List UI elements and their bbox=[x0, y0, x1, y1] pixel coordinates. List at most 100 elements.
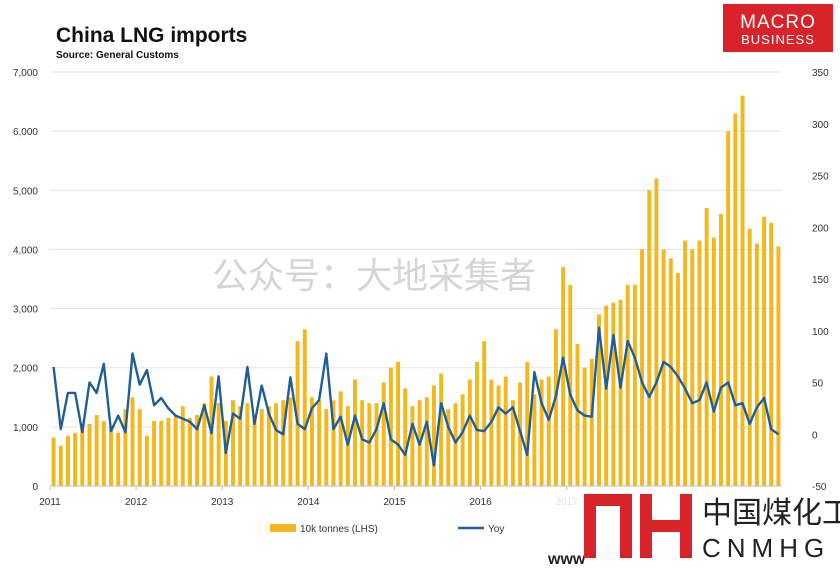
bar bbox=[360, 400, 365, 486]
x-tick-label: 2013 bbox=[211, 497, 234, 508]
logo-line2: BUSINESS bbox=[741, 32, 815, 47]
bar bbox=[187, 417, 192, 486]
bar bbox=[740, 95, 745, 487]
bar bbox=[109, 426, 113, 486]
bar bbox=[611, 302, 616, 486]
grid-lines bbox=[50, 71, 782, 428]
bar bbox=[475, 361, 479, 486]
bar bbox=[431, 385, 436, 486]
bar bbox=[561, 267, 566, 486]
yoy-line bbox=[52, 326, 780, 467]
bar bbox=[640, 249, 645, 486]
bar bbox=[510, 400, 515, 486]
bar bbox=[539, 379, 544, 486]
macro-business-logo: MACRO BUSINESS bbox=[723, 4, 833, 52]
bar bbox=[231, 400, 235, 486]
bar bbox=[123, 409, 128, 486]
y-right-tick-label: 300 bbox=[812, 120, 829, 131]
bar bbox=[719, 213, 723, 486]
y-left-tick-label: 0 bbox=[32, 482, 38, 493]
bar bbox=[195, 415, 200, 486]
y-right-tick-label: 50 bbox=[812, 379, 824, 390]
x-tick-label: 2016 bbox=[469, 497, 492, 508]
bar bbox=[317, 400, 322, 486]
x-axis: 2011201220132014201520162017 bbox=[39, 486, 578, 508]
y-left-tick-label: 1,000 bbox=[13, 423, 38, 434]
bar bbox=[604, 305, 609, 486]
y-right-tick-label: 200 bbox=[812, 223, 829, 234]
bar bbox=[94, 415, 99, 486]
bar bbox=[302, 329, 307, 486]
bar bbox=[309, 397, 314, 486]
legend-swatch-bars bbox=[270, 524, 296, 532]
bar bbox=[754, 243, 759, 486]
bar bbox=[58, 445, 63, 486]
bar bbox=[388, 367, 393, 486]
bar bbox=[216, 403, 221, 486]
bar bbox=[137, 409, 142, 486]
bar bbox=[130, 397, 135, 486]
bar bbox=[439, 373, 444, 486]
bar bbox=[159, 420, 164, 486]
bar bbox=[338, 391, 343, 486]
bar bbox=[245, 403, 250, 486]
bar bbox=[281, 400, 286, 486]
bar bbox=[87, 423, 92, 486]
bar bbox=[632, 284, 637, 486]
y-right-tick-label: 0 bbox=[812, 430, 818, 441]
bar bbox=[166, 417, 171, 486]
bar bbox=[353, 379, 357, 486]
y-right-tick-label: -50 bbox=[812, 482, 827, 493]
bar bbox=[647, 190, 652, 487]
y-axis-left: 0 1,000 2,000 3,000 4,000 5,000 6,000 7,000 bbox=[13, 68, 38, 493]
bar bbox=[295, 341, 300, 486]
bar-series bbox=[51, 95, 781, 487]
y-left-tick-label: 5,000 bbox=[13, 186, 38, 197]
bar bbox=[288, 397, 293, 486]
y-right-tick-label: 150 bbox=[812, 275, 829, 286]
y-left-tick-label: 4,000 bbox=[13, 245, 38, 256]
y-right-tick-label: 100 bbox=[812, 327, 829, 338]
bar bbox=[597, 314, 601, 486]
bar bbox=[65, 435, 70, 486]
bar bbox=[496, 385, 501, 486]
bar bbox=[668, 258, 673, 486]
logo-background bbox=[723, 4, 833, 52]
bar bbox=[711, 237, 716, 486]
bar bbox=[661, 249, 666, 486]
bar bbox=[575, 344, 580, 486]
bar bbox=[144, 435, 149, 486]
bar bbox=[747, 228, 752, 486]
cnmhg-logo-icon bbox=[584, 494, 692, 558]
bar bbox=[618, 299, 623, 486]
bar bbox=[482, 341, 487, 486]
legend-label-bars: 10k tonnes (LHS) bbox=[300, 524, 378, 535]
bar bbox=[367, 403, 372, 486]
bar bbox=[73, 432, 78, 486]
bar bbox=[690, 249, 695, 486]
brand-latin: CNMHG bbox=[702, 533, 830, 563]
bar bbox=[424, 397, 429, 486]
bar bbox=[180, 406, 185, 486]
bar bbox=[553, 329, 558, 486]
x-tick-label: 2012 bbox=[125, 497, 148, 508]
bar bbox=[80, 426, 85, 486]
bar bbox=[683, 240, 688, 486]
bar bbox=[625, 284, 630, 486]
bar bbox=[769, 222, 774, 487]
line-series bbox=[52, 326, 780, 467]
bar bbox=[503, 376, 508, 486]
bar bbox=[654, 178, 659, 486]
bar bbox=[546, 376, 551, 486]
bar bbox=[252, 415, 257, 486]
bar bbox=[467, 379, 472, 486]
bar bbox=[726, 131, 731, 486]
bar bbox=[202, 403, 207, 486]
brand-chinese: 中国煤化工 bbox=[702, 496, 840, 531]
bar bbox=[324, 409, 329, 486]
bar bbox=[525, 361, 530, 486]
bar bbox=[238, 406, 243, 486]
chart-title: China LNG imports bbox=[56, 24, 247, 47]
bar bbox=[396, 361, 401, 486]
